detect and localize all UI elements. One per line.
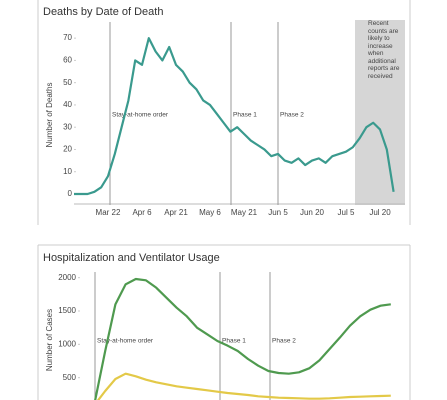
x-tick-label: Mar 22 xyxy=(96,208,121,217)
y-tick-label: 10 xyxy=(63,167,72,176)
x-tick-label: Jul 5 xyxy=(338,208,355,217)
recent-period xyxy=(355,20,405,205)
y-tick-label: 70 xyxy=(63,33,72,42)
x-tick-label: Jul 20 xyxy=(369,208,391,217)
chart-title: Hospitalization and Ventilator Usage xyxy=(43,252,220,264)
event-label: Phase 1 xyxy=(233,112,257,119)
y-tick-label: 40 xyxy=(63,100,72,109)
y-tick-label: 50 xyxy=(63,78,72,87)
x-tick-label: Apr 6 xyxy=(132,208,152,217)
x-tick-label: Apr 21 xyxy=(164,208,188,217)
y-tick-label: 0 xyxy=(68,189,73,198)
y-tick-label: 500 xyxy=(63,373,77,382)
y-axis-label: Number of Deaths xyxy=(45,83,54,148)
y-tick-label: 30 xyxy=(63,122,72,131)
x-tick-label: Jun 5 xyxy=(268,208,288,217)
data-line xyxy=(96,372,391,400)
event-label: Stay-at-home order xyxy=(97,338,154,345)
data-line xyxy=(94,277,391,400)
event-label: Phase 2 xyxy=(272,338,296,345)
event-label: Phase 2 xyxy=(280,112,304,119)
y-tick-label: 2000 xyxy=(58,273,76,282)
event-label: Stay-at-home order xyxy=(112,112,169,119)
note: Recent counts are likely to increase whe… xyxy=(368,20,400,80)
event-label: Phase 1 xyxy=(222,338,246,345)
x-tick-label: May 6 xyxy=(199,208,221,217)
x-tick-label: Jun 20 xyxy=(300,208,325,217)
data-line xyxy=(74,37,395,196)
y-tick-label: 1500 xyxy=(58,306,76,315)
chart-title: Deaths by Date of Death xyxy=(43,6,163,18)
y-tick-label: 1000 xyxy=(58,339,76,348)
y-tick-label: 20 xyxy=(63,145,72,154)
x-tick-label: May 21 xyxy=(231,208,258,217)
y-axis-label: Number of Cases xyxy=(45,309,54,371)
y-tick-label: 60 xyxy=(63,56,72,65)
